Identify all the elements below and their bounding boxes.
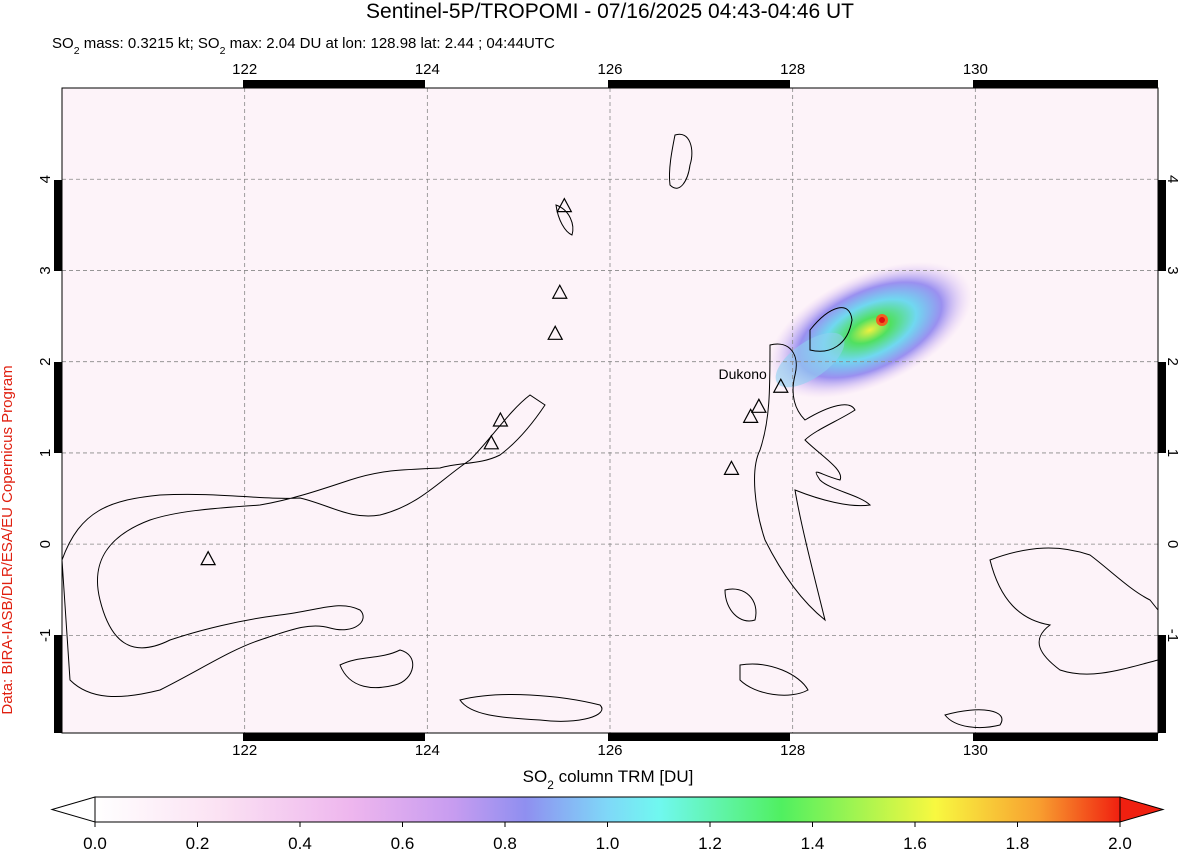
volcano [772, 377, 789, 393]
colorbar-tick-label: 0.6 [391, 834, 415, 853]
volcano [556, 197, 573, 213]
buton-coast [339, 649, 414, 689]
frame-bar [1158, 180, 1166, 271]
lon-tick-label: 128 [780, 61, 805, 78]
lat-tick-label: 2 [37, 358, 54, 366]
so2-plume [767, 261, 973, 399]
volcano [483, 434, 500, 450]
lat-tick-label: 4 [37, 175, 54, 183]
volcano [742, 408, 759, 423]
volcano [492, 411, 509, 427]
lat-tick-label: 3 [1164, 266, 1181, 274]
text-part: column TRM [DU] [554, 767, 694, 786]
credit: Data: BIRA-IASB/DLR/ESA/EU Copernicus Pr… [0, 365, 16, 714]
lon-tick-label: 128 [780, 742, 805, 759]
volcano-label: Dukono [719, 366, 767, 382]
lon-tick-label: 124 [415, 61, 440, 78]
volcano [750, 398, 767, 413]
lon-tick-label: 130 [963, 742, 988, 759]
lon-tick-label: 130 [963, 61, 988, 78]
lat-tick-label: 3 [37, 266, 54, 274]
coastlines [61, 133, 1159, 728]
grid [62, 88, 1158, 733]
seram-coast [944, 709, 1003, 728]
frame-bar [973, 733, 1158, 741]
text-part: max: 2.04 DU at lon: 128.98 lat: 2.44 ; … [225, 35, 555, 52]
colorbar-low-extension [50, 796, 96, 823]
frame-bar [1158, 362, 1166, 453]
colorbar [94, 796, 1121, 823]
colorbar-tick-label: 1.0 [596, 834, 620, 853]
colorbar-ticks: 0.0 0.2 0.4 0.6 0.8 1.0 1.2 1.4 1.6 1.8 2.0 [83, 822, 1132, 853]
colorbar-tick-label: 2.0 [1108, 834, 1132, 853]
lat-tick-label: 0 [1164, 540, 1181, 548]
frame-bar [243, 733, 425, 741]
lat-tick-label: -1 [37, 629, 54, 642]
talaud-coast [669, 133, 693, 189]
island-coast [459, 694, 603, 722]
colorbar-high-extension [1119, 796, 1165, 823]
colorbar-tick-label: 1.4 [801, 834, 825, 853]
frame-bar [1158, 635, 1166, 733]
lon-tick-label: 126 [597, 61, 622, 78]
lat-tick-label: 1 [37, 449, 54, 457]
frame-bar [973, 80, 1158, 88]
frame-bar [54, 180, 62, 271]
frame-bars [54, 80, 1166, 741]
colorbar-tick-label: 0.2 [186, 834, 210, 853]
frame-bar [54, 635, 62, 733]
text-part: 2 [547, 778, 554, 792]
lat-tick-label: 4 [1164, 175, 1181, 183]
text-part: SO [523, 767, 548, 786]
morotai-coast [809, 307, 853, 352]
text-part: 2 [74, 45, 80, 57]
colorbar-tick-label: 0.4 [288, 834, 312, 853]
volcano [547, 325, 564, 340]
lon-tick-label: 122 [232, 742, 257, 759]
halmahera-coast [754, 343, 872, 622]
colorbar-tick-label: 1.2 [698, 834, 722, 853]
frame-bar [243, 80, 425, 88]
lat-tick-label: -1 [1164, 629, 1181, 642]
lon-tick-label: 124 [415, 742, 440, 759]
lat-tick-label: 1 [1164, 449, 1181, 457]
text-part: SO [52, 35, 74, 52]
sulawesi-coast [61, 394, 546, 698]
colorbar-tick-label: 1.6 [903, 834, 927, 853]
title: Sentinel-5P/TROPOMI - 07/16/2025 04:43-0… [366, 0, 854, 23]
subtitle: SO2 mass: 0.3215 kt; SO2 max: 2.04 DU at… [52, 35, 555, 57]
volcanoes: Dukono [200, 197, 789, 566]
colorbar-tick-label: 0.8 [493, 834, 517, 853]
frame-bar [608, 733, 790, 741]
lat-tick-label: 0 [37, 540, 54, 548]
frame-bar [608, 80, 790, 88]
colorbar-label: SO2 column TRM [DU] [523, 767, 694, 792]
lon-tick-label: 122 [232, 61, 257, 78]
colorbar-tick-label: 0.0 [83, 834, 107, 853]
lon-tick-label: 126 [597, 742, 622, 759]
colorbar-tick-label: 1.8 [1006, 834, 1030, 853]
papua-coast [989, 547, 1159, 675]
volcano [551, 284, 568, 299]
text-part: mass: 0.3215 kt; SO [80, 35, 220, 52]
bacan-coast [724, 588, 757, 622]
volcano [723, 460, 740, 475]
lat-tick-label: 2 [1164, 358, 1181, 366]
volcano [200, 550, 217, 566]
obi-coast [739, 663, 809, 696]
text-part: 2 [220, 45, 226, 57]
frame-bar [54, 362, 62, 453]
